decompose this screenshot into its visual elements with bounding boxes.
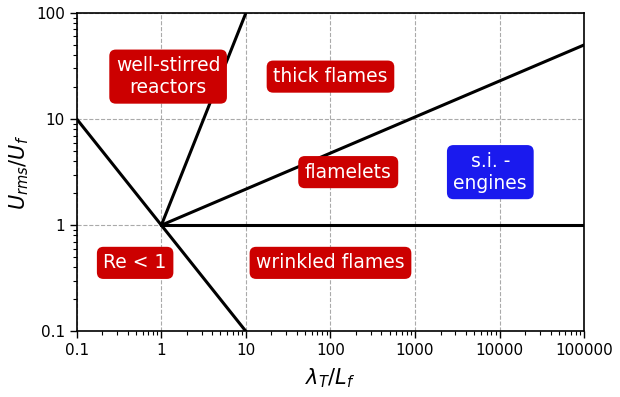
Y-axis label: $U_{rms} / U_f$: $U_{rms} / U_f$ [7, 135, 30, 210]
Text: flamelets: flamelets [305, 163, 392, 182]
Text: Re < 1: Re < 1 [104, 253, 167, 272]
X-axis label: $\lambda_T / L_f$: $\lambda_T / L_f$ [305, 366, 356, 390]
Text: thick flames: thick flames [273, 67, 388, 86]
Text: wrinkled flames: wrinkled flames [256, 253, 405, 272]
Text: well-stirred
reactors: well-stirred reactors [116, 56, 220, 97]
Text: s.i. -
engines: s.i. - engines [453, 152, 527, 193]
